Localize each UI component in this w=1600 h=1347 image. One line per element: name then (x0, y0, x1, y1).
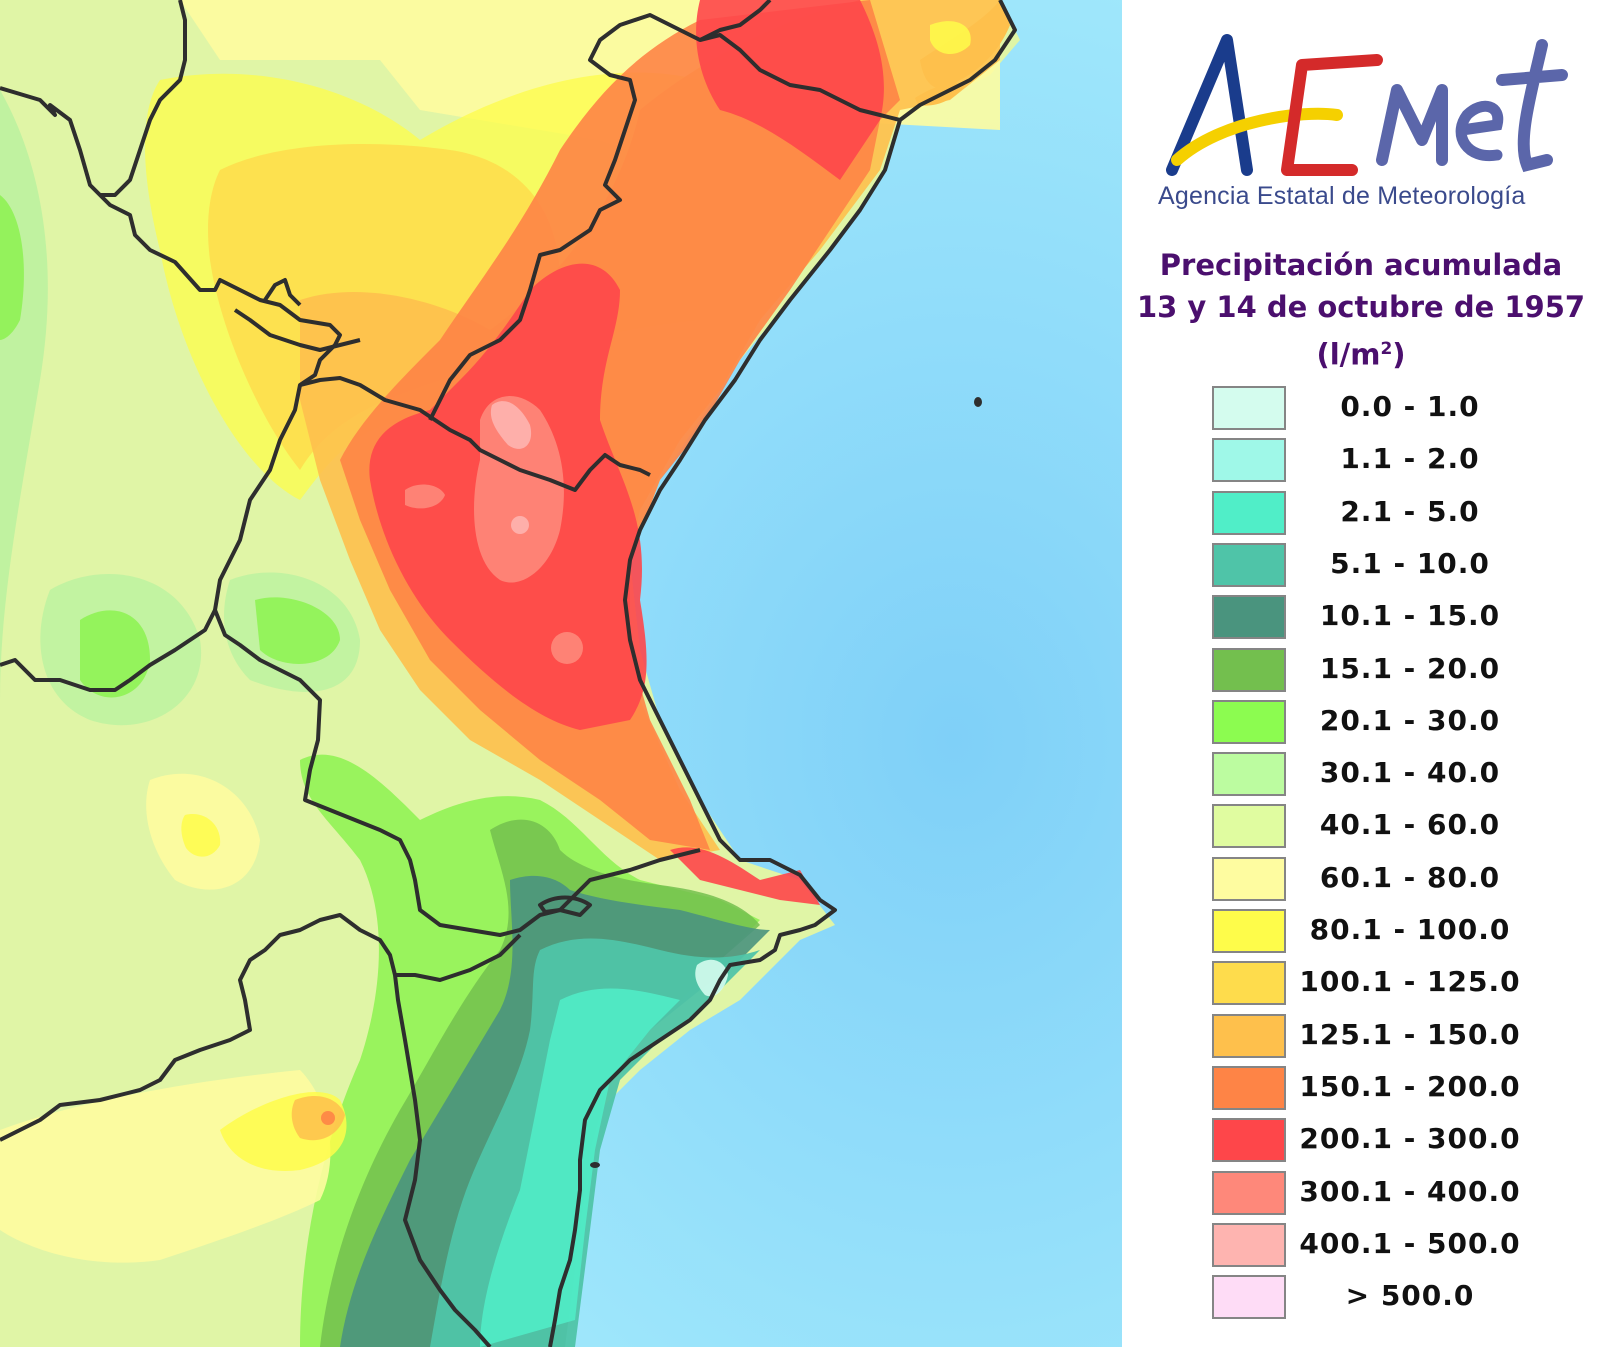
legend-item: 15.1 - 20.0 (1122, 646, 1600, 699)
legend-swatch (1212, 1222, 1286, 1267)
legend-range-label: 20.1 - 30.0 (1319, 703, 1501, 737)
legend-swatch (1212, 1118, 1286, 1163)
legend-swatch (1212, 1065, 1286, 1110)
legend-item: 40.1 - 60.0 (1122, 802, 1600, 855)
legend-range-label: 0.0 - 1.0 (1340, 390, 1480, 423)
legend-item: 2.1 - 5.0 (1122, 489, 1600, 542)
title-line-2: 13 y 14 de octubre de 1957 (1136, 290, 1586, 324)
legend-range-label: 300.1 - 400.0 (1299, 1174, 1521, 1208)
legend-swatch (1212, 542, 1286, 587)
legend-range-label: 100.1 - 125.0 (1299, 965, 1521, 999)
map-title: Precipitación acumulada 13 y 14 de octub… (1122, 244, 1600, 376)
legend-range-label: 150.1 - 200.0 (1299, 1069, 1521, 1103)
legend-swatch (1212, 752, 1286, 797)
legend-item: 125.1 - 150.0 (1122, 1012, 1600, 1065)
legend-item: 10.1 - 15.0 (1122, 593, 1600, 646)
legend-range-label: 200.1 - 300.0 (1299, 1122, 1521, 1156)
legend-range-label: 60.1 - 80.0 (1319, 860, 1501, 894)
legend-swatch (1212, 490, 1286, 535)
title-units: (l/m2) (1316, 337, 1406, 372)
legend-swatch (1212, 1275, 1286, 1320)
legend-item: 80.1 - 100.0 (1122, 907, 1600, 960)
legend-swatch (1212, 804, 1286, 849)
legend-item: 5.1 - 10.0 (1122, 541, 1600, 594)
legend-range-label: 10.1 - 15.0 (1319, 599, 1501, 633)
legend-item: 30.1 - 40.0 (1122, 750, 1600, 803)
agency-name: Agencia Estatal de Meteorología (1158, 182, 1526, 210)
province-borders (0, 0, 1017, 1347)
legend-range-label: 40.1 - 60.0 (1319, 808, 1501, 842)
legend-item: 20.1 - 30.0 (1122, 698, 1600, 751)
legend-item: 0.0 - 1.0 (1122, 384, 1600, 437)
legend-item: 300.1 - 400.0 (1122, 1169, 1600, 1222)
precipitation-map (0, 0, 1122, 1347)
legend-range-label: 5.1 - 10.0 (1330, 546, 1490, 580)
legend-swatch (1212, 856, 1286, 901)
legend-item: 150.1 - 200.0 (1122, 1064, 1600, 1117)
legend-range-label: 1.1 - 2.0 (1340, 442, 1480, 476)
legend-swatch (1212, 1170, 1286, 1215)
legend-swatch (1212, 647, 1286, 692)
legend-range-label: > 500.0 (1345, 1279, 1475, 1313)
legend-item: 100.1 - 125.0 (1122, 959, 1600, 1012)
legend-range-label: 2.1 - 5.0 (1340, 494, 1480, 528)
legend-swatch (1212, 386, 1286, 430)
legend-swatch (1212, 595, 1286, 640)
legend-item: 400.1 - 500.0 (1122, 1221, 1600, 1274)
island-marker (974, 397, 982, 407)
legend-item: 200.1 - 300.0 (1122, 1116, 1600, 1169)
legend-swatch (1212, 438, 1286, 483)
legend-item: 1.1 - 2.0 (1122, 436, 1600, 489)
legend-swatch (1212, 699, 1286, 744)
legend-range-label: 400.1 - 500.0 (1299, 1226, 1521, 1260)
legend-range-label: 125.1 - 150.0 (1299, 1017, 1521, 1051)
legend-swatch (1212, 961, 1286, 1006)
legend-item: > 500.0 (1122, 1273, 1600, 1326)
legend-range-label: 80.1 - 100.0 (1309, 913, 1511, 946)
legend-range-label: 15.1 - 20.0 (1319, 651, 1501, 685)
legend-swatch (1212, 909, 1286, 953)
legend-swatch (1212, 1013, 1286, 1058)
legend-range-label: 30.1 - 40.0 (1319, 756, 1501, 790)
legend-panel: Agencia Estatal de Meteorología Precipit… (1122, 0, 1600, 1347)
legend-item: 60.1 - 80.0 (1122, 855, 1600, 908)
aemet-logo (1152, 20, 1572, 220)
title-line-1: Precipitación acumulada (1159, 248, 1563, 282)
